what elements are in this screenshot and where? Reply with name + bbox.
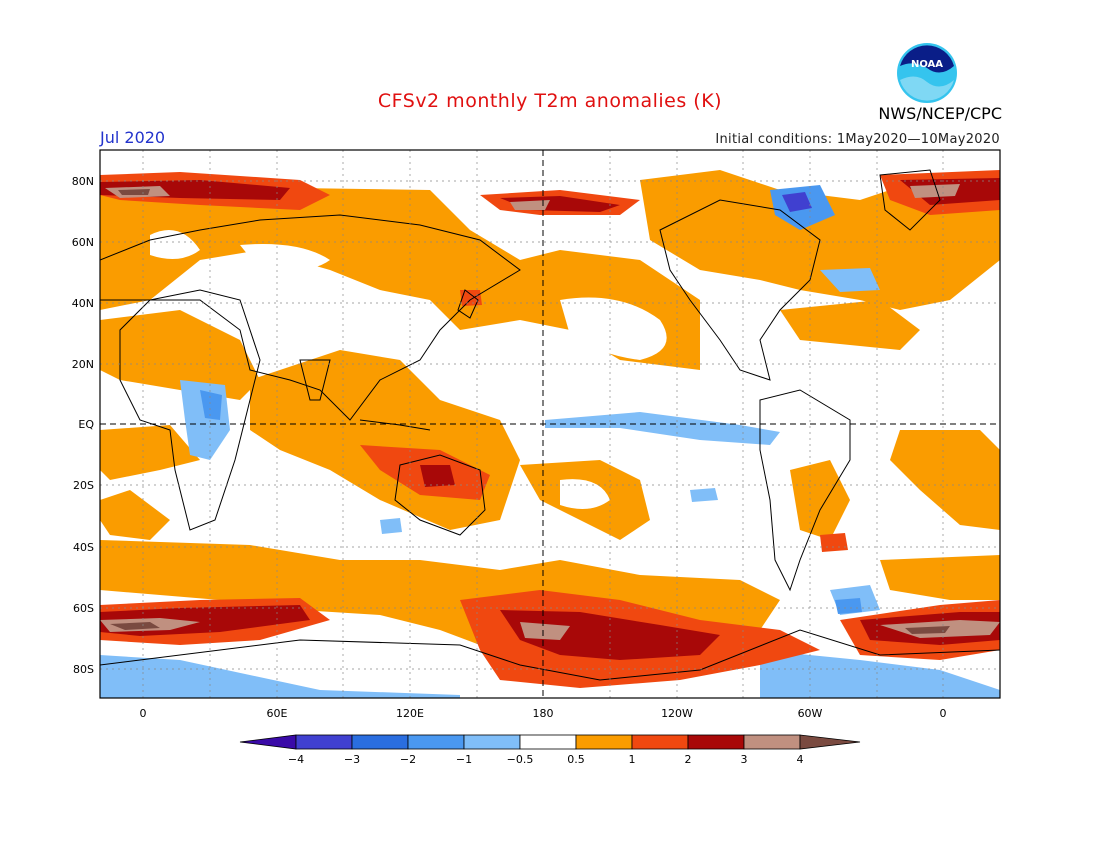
colorbar-bin (687, 734, 745, 750)
initial-conditions: Initial conditions: 1May2020—10May2020 (715, 132, 1000, 147)
colorbar-bin (407, 734, 465, 750)
colorbar-label: −3 (344, 753, 360, 766)
lon-label: 0 (940, 707, 947, 720)
lat-label: 80S (73, 663, 94, 676)
agency-label: NWS/NCEP/CPC (878, 104, 1002, 123)
lon-label: 60W (798, 707, 823, 720)
lon-label: 60E (267, 707, 288, 720)
colorbar-bin (295, 734, 353, 750)
map-frame (99, 149, 1001, 699)
colorbar-label: −4 (288, 753, 304, 766)
colorbar-max-arrow (799, 734, 861, 750)
colorbar-bin (575, 734, 633, 750)
lat-label: 20S (73, 479, 94, 492)
anomaly-field (100, 150, 1000, 698)
colorbar-label: 4 (797, 753, 804, 766)
lat-label: EQ (78, 418, 94, 431)
noaa-logo: NOAA (897, 43, 957, 103)
colorbar-bin (631, 734, 689, 750)
colorbar-label: 2 (685, 753, 692, 766)
forecast-month: Jul 2020 (100, 128, 166, 147)
lat-label: 40N (72, 297, 94, 310)
map-title: CFSv2 monthly T2m anomalies (K) (377, 90, 723, 112)
lon-label: 0 (140, 707, 147, 720)
colorbar-label: 3 (741, 753, 748, 766)
lon-label: 180 (533, 707, 554, 720)
logo-text: NOAA (911, 59, 943, 70)
colorbar-bin (743, 734, 801, 750)
longitude-axis: 0 60E 120E 180 120W 60W 0 (140, 707, 947, 720)
colorbar-label: −2 (400, 753, 416, 766)
colorbar-bin (463, 734, 521, 750)
colorbar-label: 1 (629, 753, 636, 766)
colorbar-labels: −4 −3 −2 −1 −0.5 0.5 1 2 3 4 (288, 753, 804, 766)
colorbar (239, 734, 861, 750)
lat-label: 60N (72, 236, 94, 249)
colorbar-label: −1 (456, 753, 472, 766)
lat-label: 60S (73, 602, 94, 615)
lat-label: 80N (72, 175, 94, 188)
colorbar-min-arrow (239, 734, 297, 750)
lon-label: 120E (396, 707, 424, 720)
lon-label: 120W (661, 707, 693, 720)
lat-label: 40S (73, 541, 94, 554)
colorbar-label: 0.5 (567, 753, 585, 766)
colorbar-label: −0.5 (507, 753, 534, 766)
lat-label: 20N (72, 358, 94, 371)
colorbar-bin (351, 734, 409, 750)
colorbar-bin (519, 734, 577, 750)
latitude-axis: 80N 60N 40N 20N EQ 20S 40S 60S 80S (72, 175, 95, 676)
